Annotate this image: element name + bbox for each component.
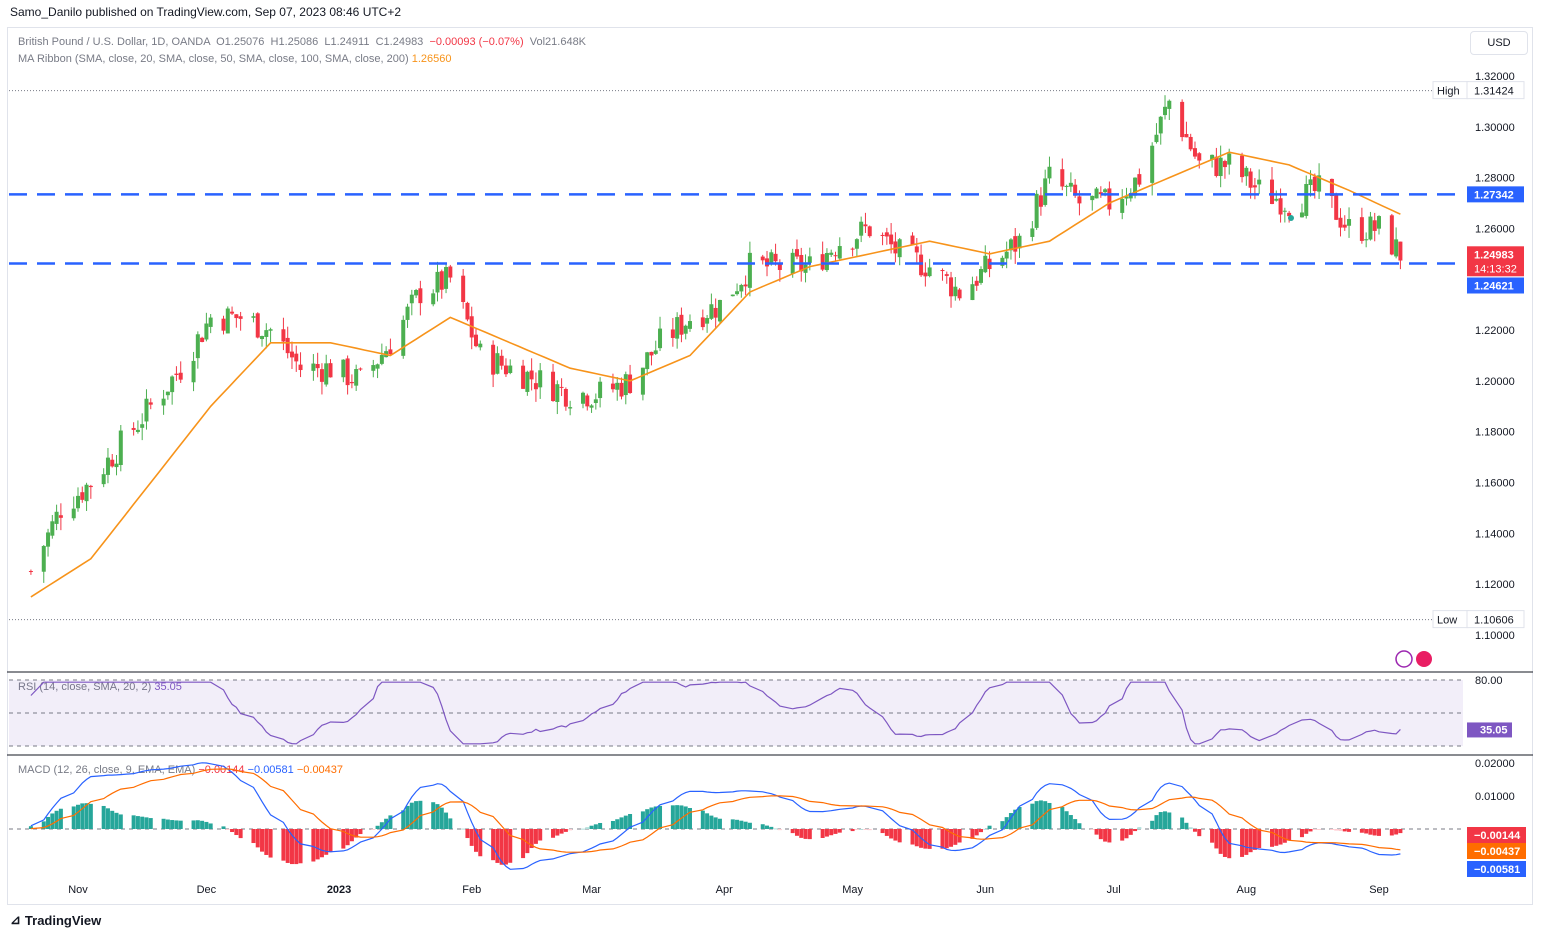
macd-signal-value: −0.00437 (296, 764, 344, 776)
rsi-value: 35.05 (154, 681, 182, 693)
tradingview-logo-icon: ⊿ (10, 912, 21, 927)
open-value: O1.25076 (216, 36, 265, 48)
macd-hist-value: −0.00144 (198, 764, 245, 776)
high-value: H1.25086 (270, 36, 319, 48)
macd-label: MACD (12, 26, close, 9, EMA, EMA) (18, 764, 196, 776)
change-value: −0.00093 (−0.07%) (429, 36, 524, 48)
chart-frame (7, 27, 1533, 905)
macd-legend[interactable]: MACD (12, 26, close, 9, EMA, EMA) −0.001… (18, 764, 343, 776)
footer-brand: TradingView (24, 912, 102, 928)
currency-button[interactable]: USD (1470, 31, 1528, 55)
rsi-legend[interactable]: RSI (14, close, SMA, 20, 2) 35.05 (18, 681, 182, 693)
close-value: C1.24983 (375, 36, 424, 48)
macd-line-value: −0.00581 (247, 764, 294, 776)
ma-legend[interactable]: MA Ribbon (SMA, close, 20, SMA, close, 5… (18, 53, 452, 65)
volume-value: Vol21.648K (529, 36, 587, 48)
ma-value: 1.26560 (411, 53, 452, 65)
low-value: L1.24911 (324, 36, 370, 48)
symbol-name[interactable]: British Pound / U.S. Dollar, 1D, OANDA (18, 36, 210, 48)
rsi-label: RSI (14, close, SMA, 20, 2) (18, 681, 152, 693)
symbol-legend: British Pound / U.S. Dollar, 1D, OANDA O… (18, 36, 586, 48)
ma-label: MA Ribbon (SMA, close, 20, SMA, close, 5… (18, 53, 409, 65)
publisher-line: Samo_Danilo published on TradingView.com… (10, 5, 402, 19)
tradingview-footer[interactable]: ⊿ TradingView (10, 912, 101, 928)
